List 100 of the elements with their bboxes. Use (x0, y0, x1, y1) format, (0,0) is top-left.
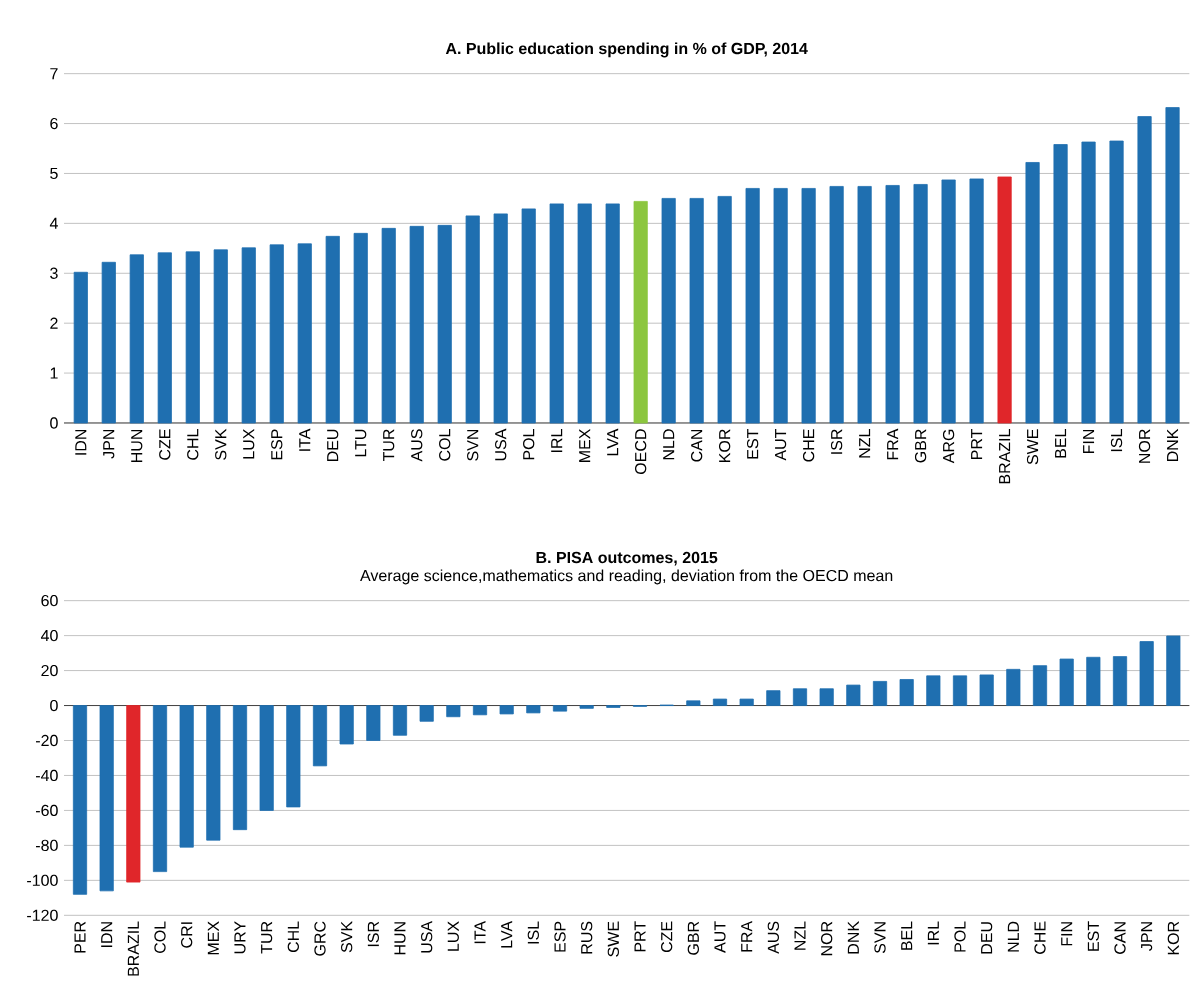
x-tick-label: LVA (501, 920, 513, 948)
x-tick-label: ISR (830, 429, 843, 454)
x-tick-label: DEU (981, 922, 993, 954)
x-tick-label: POL (523, 429, 535, 460)
x-tick-label: EST (746, 428, 759, 459)
bar (152, 705, 168, 873)
x-tick-label: BEL (901, 921, 913, 950)
bar (745, 188, 760, 424)
bar (499, 705, 514, 715)
bar (381, 227, 396, 424)
y-tick-label: 5 (50, 167, 58, 180)
x-tick-label: IDN (75, 429, 87, 455)
bar (773, 188, 788, 424)
bar (206, 705, 221, 841)
bar (926, 675, 941, 706)
x-tick-label: CHE (802, 429, 815, 462)
x-tick-label: USA (495, 428, 507, 461)
bar (213, 249, 228, 424)
bar (605, 203, 620, 424)
bar (1137, 116, 1152, 424)
bar (801, 188, 816, 424)
y-tick-label: 60 (41, 594, 58, 607)
bar (241, 247, 256, 424)
bar (409, 225, 424, 424)
bar (689, 198, 704, 424)
bar (465, 215, 480, 424)
x-tick-label: GRC (314, 921, 326, 956)
bar (101, 261, 116, 424)
bar (766, 690, 781, 706)
x-tick-label: BEL (1055, 429, 1067, 458)
bar (885, 185, 900, 424)
bar (437, 224, 452, 424)
x-tick-label: COL (154, 921, 166, 953)
x-tick-label: ISR (367, 921, 379, 947)
x-tick-label: JPN (103, 429, 115, 459)
x-tick-label: SVN (874, 922, 886, 954)
x-tick-label: AUT (775, 428, 787, 461)
bar (739, 698, 754, 706)
x-tick-label: USA (421, 920, 433, 953)
x-tick-label: FRA (887, 428, 899, 460)
bar (712, 698, 728, 706)
bar (259, 705, 274, 811)
x-tick-label: AUS (411, 429, 423, 462)
bar (1081, 141, 1096, 424)
bar (577, 203, 592, 424)
x-tick-label: DEU (327, 429, 339, 462)
bar (129, 254, 144, 424)
x-tick-label: BRAZIL (999, 429, 1011, 484)
x-tick-label: LUX (243, 428, 255, 459)
x-tick-label: IRL (551, 429, 563, 452)
y-tick-label: -40 (35, 769, 58, 782)
bar (297, 243, 312, 424)
bar (1166, 635, 1181, 706)
bar (633, 201, 648, 424)
y-tick-label: 7 (50, 68, 58, 80)
x-tick-label: MEX (579, 428, 591, 462)
bar (1112, 656, 1128, 706)
x-tick-label: MEX (207, 921, 219, 955)
chart-subtitle: Average science,mathematics and reading, deviation from the OECD mean (360, 569, 893, 585)
x-tick-label: CZE (159, 429, 171, 460)
bar (286, 705, 301, 808)
bar (952, 675, 968, 706)
x-tick-label: NZL (794, 921, 806, 950)
y-tick-label: -60 (35, 804, 58, 817)
bar (846, 684, 861, 706)
x-tick-label: DNK (1167, 428, 1179, 462)
x-tick-label: ARG (942, 429, 955, 464)
bar (392, 705, 408, 736)
bar (913, 184, 928, 424)
x-tick-label: TUR (383, 429, 395, 462)
bar (99, 705, 114, 892)
x-tick-label: HUN (131, 429, 143, 462)
bar (969, 178, 984, 424)
x-tick-label: ISL (1110, 429, 1123, 452)
bar (1139, 641, 1154, 706)
x-tick-label: JPN (1141, 922, 1153, 951)
x-tick-label: NLD (663, 429, 675, 460)
bar (493, 213, 508, 424)
x-tick-label: CRI (181, 922, 193, 948)
bar (366, 705, 381, 741)
x-tick-label: NOR (1138, 429, 1151, 463)
x-tick-label: PER (74, 921, 86, 953)
x-tick-label: ESP (554, 921, 566, 952)
y-tick-label: 6 (50, 117, 58, 130)
x-tick-label: CAN (1114, 922, 1126, 954)
bar (1086, 656, 1101, 706)
x-tick-label: ISL (527, 921, 539, 944)
x-tick-label: AUT (714, 921, 726, 953)
x-tick-label: NZL (859, 429, 871, 458)
bar (73, 271, 88, 424)
x-tick-label: TUR (261, 921, 273, 954)
x-tick-label: LVA (607, 428, 619, 456)
bar (899, 679, 914, 706)
x-tick-label: ITA (474, 920, 486, 944)
bar (1006, 668, 1021, 706)
x-tick-label: COL (439, 429, 451, 461)
x-tick-label: BRAZIL (127, 921, 139, 976)
chart-title: B. PISA outcomes, 2015 (536, 551, 718, 566)
bar (157, 252, 172, 424)
x-tick-label: KOR (718, 429, 731, 462)
